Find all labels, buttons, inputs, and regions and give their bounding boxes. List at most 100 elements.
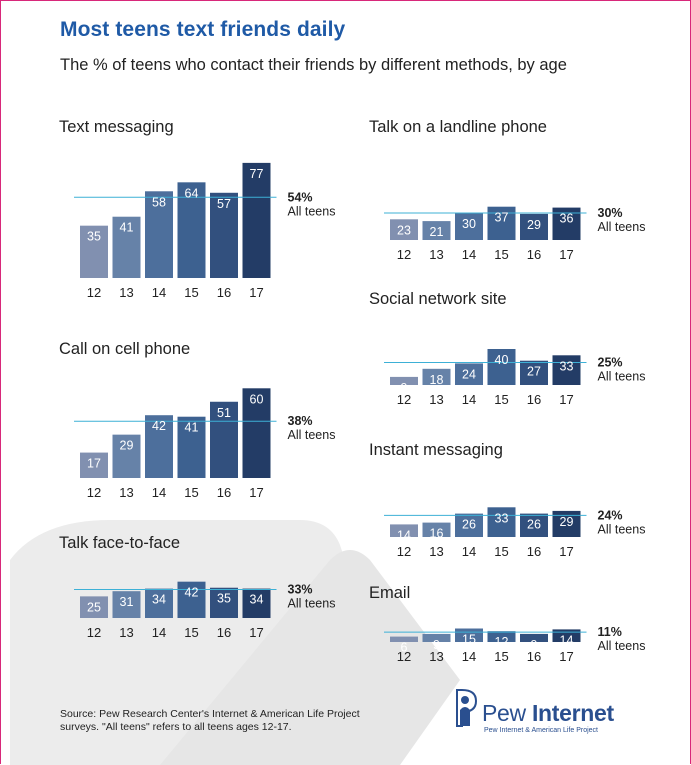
data-label-instant-messaging-14: 26 — [462, 518, 476, 532]
reference-sublabel-social-network-site: All teens — [598, 370, 646, 384]
bar-text-messaging-15 — [177, 182, 206, 278]
panel-title-email: Email — [369, 584, 410, 602]
data-label-email-16: 9 — [531, 638, 538, 652]
bar-text-messaging-17 — [242, 162, 271, 278]
data-label-talk-face-to-face-15: 42 — [185, 586, 199, 600]
tick-label-social-network-site-16: 16 — [527, 392, 541, 407]
bar-social-network-site-13 — [422, 368, 451, 385]
tick-label-instant-messaging-12: 12 — [397, 544, 411, 559]
bar-talk-face-to-face-14 — [145, 588, 173, 618]
reference-sublabel-email: All teens — [598, 639, 646, 653]
panel-title-talk-on-a-landline-phone: Talk on a landline phone — [369, 118, 547, 136]
data-label-instant-messaging-16: 26 — [527, 518, 541, 532]
bar-talk-on-a-landline-phone-14 — [455, 213, 483, 240]
bar-text-messaging-12 — [80, 225, 108, 278]
data-label-talk-face-to-face-13: 31 — [120, 595, 134, 609]
reference-value-social-network-site: 25% — [598, 356, 623, 370]
tick-label-talk-on-a-landline-phone-14: 14 — [462, 247, 476, 262]
bar-email-13 — [422, 633, 451, 642]
logo-word-2: Internet — [531, 700, 614, 726]
data-label-talk-on-a-landline-phone-17: 36 — [560, 212, 574, 226]
tick-label-email-15: 15 — [494, 649, 508, 664]
data-label-talk-face-to-face-12: 25 — [87, 600, 101, 614]
reference-sublabel-call-on-cell-phone: All teens — [288, 428, 336, 442]
data-label-text-messaging-15: 64 — [185, 186, 199, 200]
tick-label-call-on-cell-phone-12: 12 — [87, 485, 101, 500]
bar-text-messaging-13 — [112, 216, 141, 278]
bar-instant-messaging-16 — [520, 513, 548, 537]
tick-label-email-17: 17 — [559, 649, 573, 664]
bar-talk-face-to-face-17 — [242, 588, 271, 618]
bar-text-messaging-14 — [145, 191, 173, 278]
data-label-social-network-site-17: 33 — [560, 359, 574, 373]
bar-talk-face-to-face-15 — [177, 581, 206, 618]
tick-label-call-on-cell-phone-15: 15 — [184, 485, 198, 500]
tick-label-social-network-site-15: 15 — [494, 392, 508, 407]
data-label-text-messaging-14: 58 — [152, 195, 166, 209]
tick-label-email-13: 13 — [429, 649, 443, 664]
data-label-call-on-cell-phone-13: 29 — [120, 439, 134, 453]
watermark-shape-left — [10, 520, 345, 765]
tick-label-text-messaging-12: 12 — [87, 285, 101, 300]
chart-subtitle: The % of teens who contact their friends… — [60, 56, 567, 74]
source-note: Source: Pew Research Center's Internet &… — [60, 708, 360, 733]
tick-label-social-network-site-17: 17 — [559, 392, 573, 407]
bar-call-on-cell-phone-14 — [145, 415, 173, 478]
data-label-talk-face-to-face-17: 34 — [250, 593, 264, 607]
data-label-call-on-cell-phone-16: 51 — [217, 406, 231, 420]
tick-label-call-on-cell-phone-17: 17 — [249, 485, 263, 500]
data-label-text-messaging-17: 77 — [250, 167, 264, 181]
bar-talk-on-a-landline-phone-13 — [422, 221, 451, 240]
tick-label-talk-on-a-landline-phone-17: 17 — [559, 247, 573, 262]
bar-instant-messaging-12 — [390, 524, 418, 537]
data-label-call-on-cell-phone-12: 17 — [87, 457, 101, 471]
tick-label-talk-face-to-face-16: 16 — [217, 625, 231, 640]
tick-label-text-messaging-13: 13 — [119, 285, 133, 300]
bar-social-network-site-17 — [552, 355, 581, 385]
bar-talk-face-to-face-12 — [80, 596, 108, 618]
tick-label-talk-face-to-face-12: 12 — [87, 625, 101, 640]
tick-label-text-messaging-17: 17 — [249, 285, 263, 300]
tick-label-email-16: 16 — [527, 649, 541, 664]
data-label-instant-messaging-12: 14 — [397, 528, 411, 542]
bar-talk-face-to-face-13 — [112, 591, 141, 618]
reference-value-text-messaging: 54% — [288, 190, 313, 204]
panel-title-text-messaging: Text messaging — [59, 118, 174, 136]
tick-label-instant-messaging-15: 15 — [494, 544, 508, 559]
reference-sublabel-talk-on-a-landline-phone: All teens — [598, 220, 646, 234]
data-label-email-13: 9 — [433, 638, 440, 652]
tick-label-talk-on-a-landline-phone-13: 13 — [429, 247, 443, 262]
bar-email-12 — [390, 636, 418, 642]
data-label-social-network-site-12: 9 — [401, 381, 408, 395]
data-label-social-network-site-15: 40 — [495, 353, 509, 367]
chart-title: Most teens text friends daily — [60, 18, 346, 41]
tick-label-instant-messaging-14: 14 — [462, 544, 476, 559]
data-label-text-messaging-12: 35 — [87, 230, 101, 244]
data-label-talk-face-to-face-16: 35 — [217, 592, 231, 606]
data-label-email-17: 14 — [560, 633, 574, 647]
reference-sublabel-instant-messaging: All teens — [598, 522, 646, 536]
bar-email-16 — [520, 633, 548, 642]
data-label-instant-messaging-15: 33 — [495, 511, 509, 525]
pew-internet-logo-text: Pew Internet — [482, 700, 614, 727]
tick-label-email-14: 14 — [462, 649, 476, 664]
tick-label-talk-on-a-landline-phone-15: 15 — [494, 247, 508, 262]
bar-call-on-cell-phone-13 — [112, 434, 141, 478]
bar-call-on-cell-phone-15 — [177, 416, 206, 478]
bar-call-on-cell-phone-12 — [80, 452, 108, 478]
reference-value-talk-face-to-face: 33% — [288, 582, 313, 596]
data-label-social-network-site-16: 27 — [527, 365, 541, 379]
tick-label-call-on-cell-phone-13: 13 — [119, 485, 133, 500]
logo-subtitle: Pew Internet & American Life Project — [484, 727, 598, 734]
tick-label-social-network-site-12: 12 — [397, 392, 411, 407]
bar-social-network-site-12 — [390, 376, 418, 385]
tick-label-talk-face-to-face-15: 15 — [184, 625, 198, 640]
data-label-text-messaging-13: 41 — [120, 221, 134, 235]
reference-value-instant-messaging: 24% — [598, 508, 623, 522]
reference-value-talk-on-a-landline-phone: 30% — [598, 206, 623, 220]
data-label-social-network-site-14: 24 — [462, 367, 476, 381]
tick-label-talk-on-a-landline-phone-12: 12 — [397, 247, 411, 262]
data-label-email-12: 6 — [401, 641, 408, 655]
bar-social-network-site-15 — [487, 349, 516, 385]
